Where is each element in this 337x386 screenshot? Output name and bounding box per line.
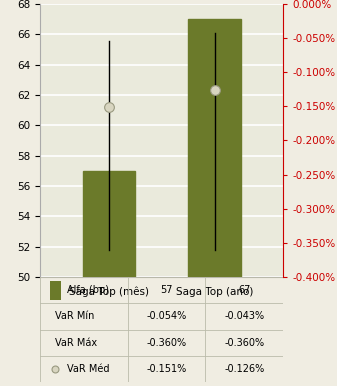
Bar [50,281,61,300]
Text: -0.126%: -0.126% [224,364,265,374]
Text: Alfa (bp): Alfa (bp) [67,285,109,295]
Text: VaR Méd: VaR Méd [67,364,110,374]
Bar [83,171,135,277]
Text: VaR Máx: VaR Máx [55,338,97,348]
Text: -0.360%: -0.360% [147,338,187,348]
Text: -0.151%: -0.151% [147,364,187,374]
Text: -0.360%: -0.360% [224,338,264,348]
Text: -0.054%: -0.054% [147,312,187,322]
Text: 67: 67 [238,285,250,295]
Text: 57: 57 [160,285,173,295]
Text: -0.043%: -0.043% [224,312,264,322]
Bar [188,19,241,277]
Text: VaR Mín: VaR Mín [55,312,94,322]
